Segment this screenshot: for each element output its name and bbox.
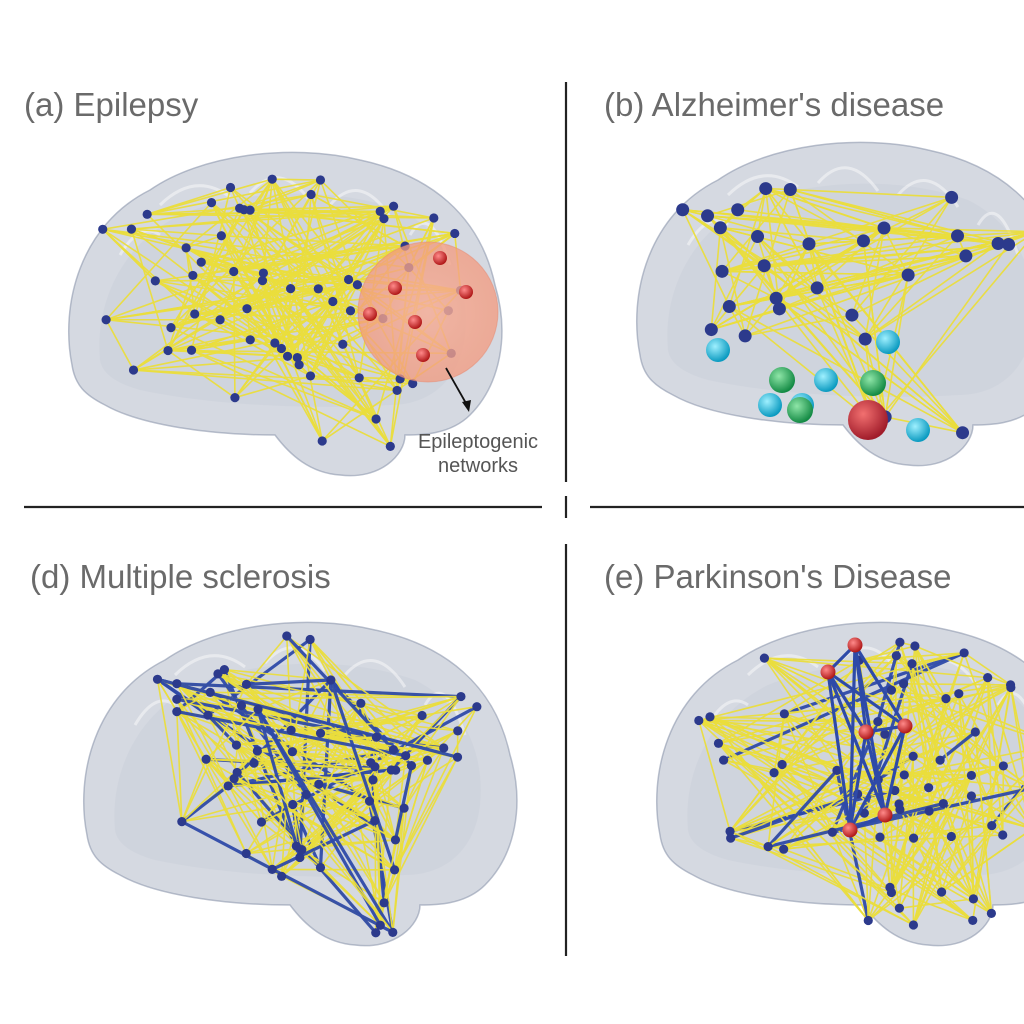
multiple-sclerosis-nodes: [152, 631, 482, 938]
panel-parkinsons: [656, 621, 1024, 947]
panel-title-alzheimers: (b) Alzheimer's disease: [604, 86, 945, 123]
panel-multiple-sclerosis: [83, 621, 518, 947]
parkinsons-nodes: [694, 637, 1016, 930]
panel-dividers: [24, 82, 1024, 956]
multiple-sclerosis-edges: [156, 634, 478, 934]
epileptogenic-label-line1: Epileptogenic: [417, 431, 539, 453]
epileptogenic-zone: [357, 241, 499, 383]
alzheimers-highlight-nodes: [706, 330, 930, 442]
epileptogenic-arrow: [445, 367, 471, 412]
panel-alzheimers: [636, 141, 1024, 467]
panel-title-multiple-sclerosis: (d) Multiple sclerosis: [30, 558, 331, 595]
epileptogenic-label-line2: networks: [437, 455, 519, 477]
epileptogenic-label: Epileptogenic networks: [400, 430, 556, 478]
panel-title-epilepsy: (a) Epilepsy: [24, 86, 199, 123]
panel-epilepsy: [68, 151, 503, 477]
parkinsons-red-nodes: [820, 637, 913, 838]
panel-title-parkinsons: (e) Parkinson's Disease: [604, 558, 952, 595]
